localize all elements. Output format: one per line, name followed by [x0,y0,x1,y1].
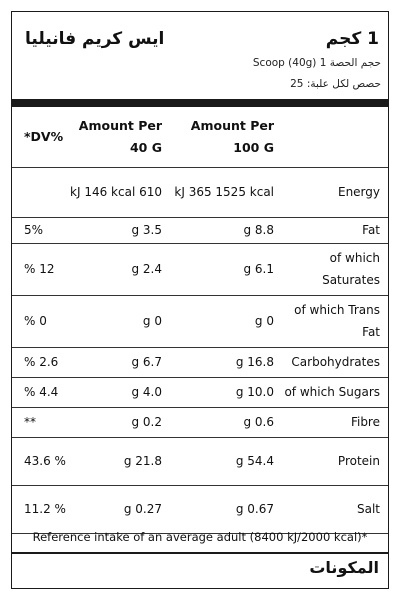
per100-cell: kJ 365 1525 kcal [168,167,280,218]
nutrient-name: Carbohydrates [280,347,388,378]
per100-cell: g 16.8 [168,347,280,378]
dv-cell: % 0 [12,295,68,348]
per100-cell: g 0.67 [168,485,280,534]
net-weight: 1 كجم [325,29,379,49]
per40-cell: g 21.8 [68,437,168,486]
dv-cell: 5% [12,217,68,244]
dv-cell [12,167,68,218]
table-row: % 0 g 0 g 0 of which Trans Fat [12,295,388,348]
nutrient-name: Energy [280,167,388,218]
per40-cell: g 0.2 [68,407,168,438]
per40-cell: g 4.0 [68,377,168,408]
ingredients-heading: المكونات [309,558,379,577]
nutrient-name: Protein [280,437,388,486]
nutrient-header [280,107,388,168]
product-name: ايس كريم فانيليا [25,29,165,49]
per40-cell: g 2.4 [68,243,168,296]
dv-cell: % 12 [12,243,68,296]
dv-cell: 43.6 % [12,437,68,486]
nutrient-name: Fat [280,217,388,244]
per100-cell: g 0 [168,295,280,348]
per100-cell: g 0.6 [168,407,280,438]
dv-cell: % 4.4 [12,377,68,408]
per40-cell: g 0.27 [68,485,168,534]
per40-header: Amount Per 40 G [68,107,168,168]
per100-header: Amount Per 100 G [168,107,280,168]
servings-per-pack: حصص لكل علبة: 25 [290,78,381,90]
table-row: % 2.6 g 6.7 g 16.8 Carbohydrates [12,347,388,378]
per40-cell: g 6.7 [68,347,168,378]
per100-cell: g 10.0 [168,377,280,408]
table-header-row: *DV% Amount Per 40 G Amount Per 100 G [12,107,388,168]
nutrient-name: of which Trans Fat [280,295,388,348]
nutrient-name: Salt [280,485,388,534]
table-row: 11.2 % g 0.27 g 0.67 Salt [12,485,388,534]
per100-cell: g 6.1 [168,243,280,296]
nutrition-table: *DV% Amount Per 40 G Amount Per 100 G kJ… [12,107,388,534]
nutrient-name: Fibre [280,407,388,438]
per100-cell: g 54.4 [168,437,280,486]
table-row: 43.6 % g 21.8 g 54.4 Protein [12,437,388,486]
reference-intake-note: Reference intake of an average adult (84… [12,522,388,554]
per100-cell: g 8.8 [168,217,280,244]
table-row: % 4.4 g 4.0 g 10.0 of which Sugars [12,377,388,408]
per40-cell: g 3.5 [68,217,168,244]
per40-cell: g 0 [68,295,168,348]
dv-cell: ** [12,407,68,438]
table-row: 5% g 3.5 g 8.8 Fat [12,217,388,244]
dv-cell: 11.2 % [12,485,68,534]
per40-cell: kJ 146 kcal 610 [68,167,168,218]
header-divider [12,99,388,107]
nutrition-label: 1 كجم ايس كريم فانيليا حجم الحصة 1 Scoop… [11,11,389,589]
nutrient-name: of which Sugars [280,377,388,408]
table-row: % 12 g 2.4 g 6.1 of which Saturates [12,243,388,296]
table-row: kJ 146 kcal 610 kJ 365 1525 kcal Energy [12,167,388,218]
dv-header: *DV% [12,107,68,168]
table-row: ** g 0.2 g 0.6 Fibre [12,407,388,438]
nutrient-name: of which Saturates [280,243,388,296]
dv-cell: % 2.6 [12,347,68,378]
serving-size: حجم الحصة 1 Scoop (40g) [252,57,381,69]
label-header: 1 كجم ايس كريم فانيليا حجم الحصة 1 Scoop… [12,12,388,100]
